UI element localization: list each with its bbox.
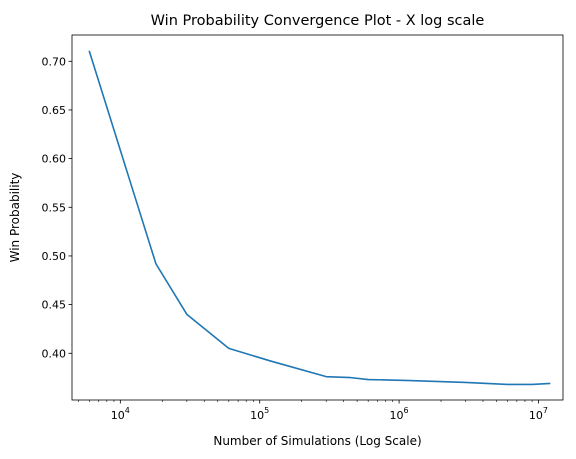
y-axis-label: Win Probability [8,173,22,263]
x-axis-label: Number of Simulations (Log Scale) [213,434,421,448]
x-tick-label: 105 [250,406,269,422]
y-tick-label: 0.40 [42,347,67,360]
y-axis-ticks: 0.40 0.45 0.50 0.55 0.60 0.65 0.70 [42,55,72,360]
x-axis-ticks: 104 105 106 107 [78,400,548,422]
plot-area [71,34,564,401]
y-tick-label: 0.55 [42,201,67,214]
y-tick-label: 0.45 [42,299,67,312]
y-tick-label: 0.60 [42,153,67,166]
x-tick-label: 106 [390,406,409,422]
x-tick-label: 104 [111,406,130,422]
y-tick-label: 0.65 [42,104,67,117]
y-tick-label: 0.70 [42,55,67,68]
series-line-0 [88,50,551,386]
y-tick-label: 0.50 [42,250,67,263]
axes-frame [71,34,564,401]
chart-title: Win Probability Convergence Plot - X log… [151,13,485,29]
x-tick-label: 107 [529,406,548,422]
